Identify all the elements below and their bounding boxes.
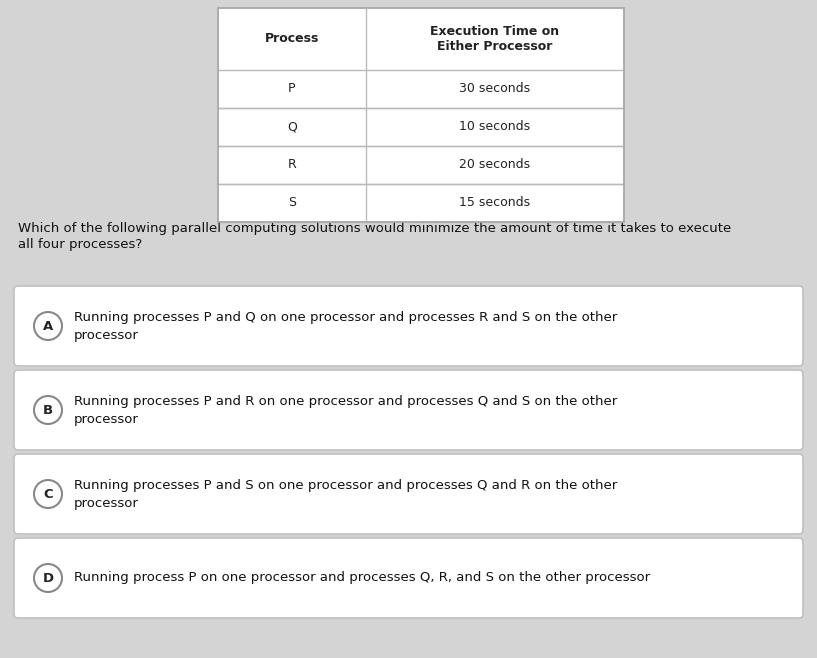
Text: R: R: [288, 159, 297, 172]
Text: Running processes P and R on one processor and processes Q and S on the other
pr: Running processes P and R on one process…: [74, 395, 618, 426]
Text: C: C: [43, 488, 53, 501]
Text: A: A: [42, 320, 53, 332]
Text: Execution Time on
Either Processor: Execution Time on Either Processor: [431, 25, 560, 53]
FancyBboxPatch shape: [14, 454, 803, 534]
Text: Which of the following parallel computing solutions would minimize the amount of: Which of the following parallel computin…: [18, 222, 731, 235]
Text: D: D: [42, 572, 54, 584]
Text: P: P: [288, 82, 296, 95]
FancyBboxPatch shape: [14, 370, 803, 450]
Text: Running process P on one processor and processes Q, R, and S on the other proces: Running process P on one processor and p…: [74, 572, 650, 584]
Text: S: S: [288, 197, 296, 209]
FancyBboxPatch shape: [218, 8, 624, 222]
Text: B: B: [43, 403, 53, 417]
Circle shape: [34, 312, 62, 340]
Text: 10 seconds: 10 seconds: [459, 120, 530, 134]
Circle shape: [34, 564, 62, 592]
Text: all four processes?: all four processes?: [18, 238, 142, 251]
Text: 15 seconds: 15 seconds: [459, 197, 530, 209]
FancyBboxPatch shape: [14, 286, 803, 366]
Text: Process: Process: [265, 32, 319, 45]
Text: 20 seconds: 20 seconds: [459, 159, 530, 172]
Text: Running processes P and Q on one processor and processes R and S on the other
pr: Running processes P and Q on one process…: [74, 311, 618, 342]
Text: 30 seconds: 30 seconds: [459, 82, 530, 95]
Circle shape: [34, 396, 62, 424]
Text: Running processes P and S on one processor and processes Q and R on the other
pr: Running processes P and S on one process…: [74, 478, 618, 509]
FancyBboxPatch shape: [14, 538, 803, 618]
Circle shape: [34, 480, 62, 508]
Text: Q: Q: [287, 120, 297, 134]
